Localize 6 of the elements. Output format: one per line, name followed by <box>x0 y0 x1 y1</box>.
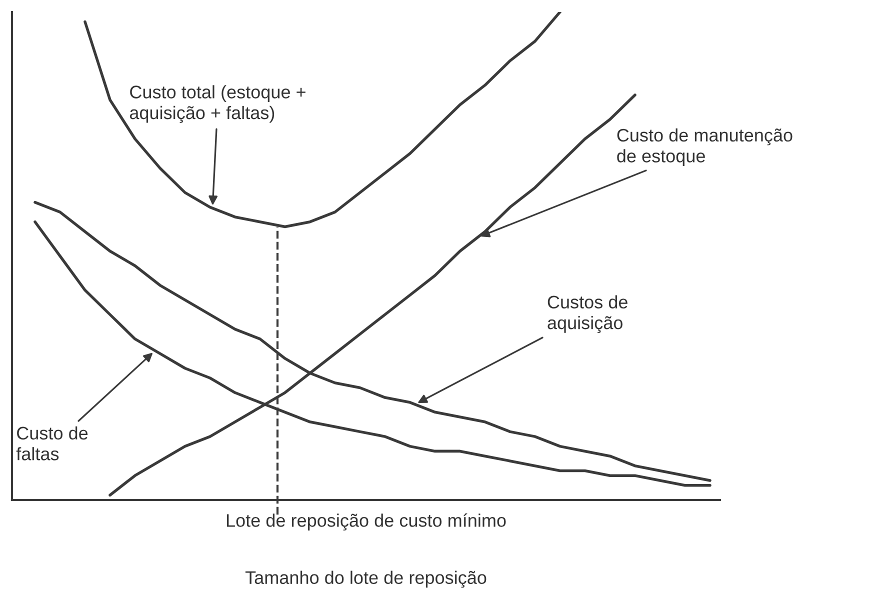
annotation: Custos de aquisição <box>548 295 628 333</box>
annotation: Custo de manutenção de estoque <box>617 128 792 166</box>
annotation: Custo total (estoque + aquisição + faltas) <box>130 85 306 123</box>
x-axis-title: Tamanho do lote de reposição <box>245 570 486 588</box>
text: Lote de reposição de custo mínimo <box>226 513 506 531</box>
annotation: Custo de faltas <box>16 426 88 460</box>
